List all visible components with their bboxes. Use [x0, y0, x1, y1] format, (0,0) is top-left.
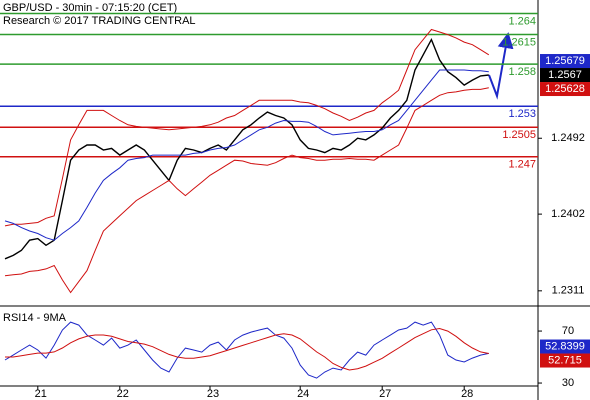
- indicator-line: [4, 28, 490, 227]
- y-tick-label: 1.2402: [551, 208, 585, 220]
- x-tick-label: 23: [207, 388, 219, 400]
- price-tag-label: 52.715: [548, 354, 582, 366]
- chart-subtitle: Research © 2017 TRADING CENTRAL: [3, 15, 196, 27]
- indicator-line: [5, 327, 489, 371]
- level-label: 1.2505: [502, 129, 536, 141]
- price-tag: [540, 54, 590, 69]
- y-tick-label: 70: [562, 325, 574, 337]
- price-tag-label: 1.25628: [545, 83, 585, 95]
- price-tag-label: 1.2567: [548, 69, 582, 81]
- x-tick-label: 28: [461, 388, 473, 400]
- price-tag: [540, 82, 590, 97]
- level-label: 1.2615: [502, 36, 536, 48]
- rsi-title: RSI14 - 9MA: [3, 312, 67, 324]
- price-tag-label: 52.8399: [545, 340, 585, 352]
- level-label: 1.264: [508, 15, 536, 27]
- level-label: 1.247: [508, 159, 536, 171]
- indicator-line: [4, 321, 489, 379]
- level-label: 1.258: [508, 66, 536, 78]
- price-tag: [540, 68, 590, 83]
- forecast-arrow: [488, 32, 514, 100]
- y-tick-label: 1.2492: [551, 132, 585, 144]
- chart-title: GBP/USD - 30min - 07:15:20 (CET): [3, 2, 177, 14]
- y-tick-label: 1.2311: [552, 285, 585, 297]
- x-tick-label: 21: [35, 388, 47, 400]
- y-tick-label: 30: [562, 377, 574, 389]
- x-tick-label: 27: [379, 388, 391, 400]
- indicator-line: [4, 69, 489, 241]
- level-label: 1.253: [508, 108, 536, 120]
- price-tag: [540, 353, 590, 368]
- x-tick-label: 22: [117, 388, 129, 400]
- price-tag-label: 1.25679: [545, 55, 585, 67]
- price-line: [4, 37, 489, 260]
- x-tick-label: 24: [297, 388, 309, 400]
- indicator-line: [4, 87, 489, 294]
- price-tag: [540, 339, 590, 354]
